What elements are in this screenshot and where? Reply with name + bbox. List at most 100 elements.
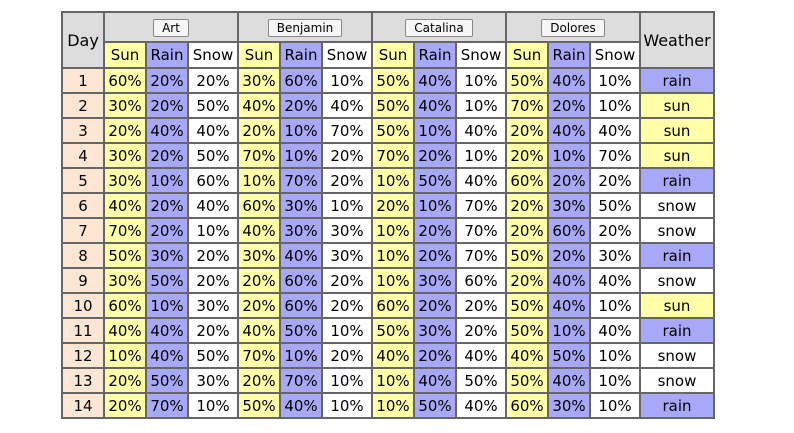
forecast-cell: 40%	[147, 344, 187, 367]
forecast-cell: 30%	[189, 369, 237, 392]
forecaster-button[interactable]: Benjamin	[267, 18, 343, 37]
forecast-cell: 10%	[373, 219, 413, 242]
weather-cell: snow	[641, 344, 713, 367]
weather-cell: rain	[641, 319, 713, 342]
forecast-cell: 70%	[457, 219, 505, 242]
weather-header: Weather	[641, 13, 713, 67]
forecaster-header: Art	[105, 13, 237, 41]
forecast-cell: 50%	[507, 69, 547, 92]
day-row: 9 30% 50% 20% 20% 60% 20% 10% 30% 60% 20% 40% 40% sno…	[63, 269, 713, 292]
forecast-cell: 10%	[591, 394, 639, 417]
forecast-cell: 40%	[323, 94, 371, 117]
forecast-cell: 30%	[281, 219, 321, 242]
forecast-cell: 20%	[281, 94, 321, 117]
forecaster-button[interactable]: Art	[153, 18, 189, 37]
forecast-cell: 10%	[373, 369, 413, 392]
forecast-cell: 10%	[415, 194, 455, 217]
weather-cell: snow	[641, 219, 713, 242]
forecast-cell: 10%	[549, 319, 589, 342]
forecast-cell: 50%	[373, 119, 413, 142]
weather-cell: rain	[641, 69, 713, 92]
subheader: Rain	[147, 43, 187, 67]
forecast-cell: 60%	[189, 169, 237, 192]
forecaster-header: Catalina	[373, 13, 505, 41]
day-cell: 3	[63, 119, 103, 142]
day-row: 6 40% 20% 40% 60% 30% 10% 20% 10% 70% 20% 30% 50% sno…	[63, 194, 713, 217]
forecast-cell: 50%	[147, 269, 187, 292]
weather-cell: snow	[641, 269, 713, 292]
forecast-cell: 50%	[189, 144, 237, 167]
forecast-table: Day Art Benjamin Catalina Dolores Weather Su…	[61, 11, 715, 419]
forecast-cell: 50%	[591, 194, 639, 217]
forecast-cell: 20%	[189, 269, 237, 292]
forecast-cell: 40%	[105, 319, 145, 342]
forecast-cell: 20%	[147, 144, 187, 167]
day-row: 5 30% 10% 60% 10% 70% 20% 10% 50% 40% 60% 20% 20% rai…	[63, 169, 713, 192]
forecast-cell: 10%	[281, 144, 321, 167]
forecaster-button[interactable]: Catalina	[405, 18, 473, 37]
forecast-cell: 20%	[239, 294, 279, 317]
forecast-cell: 20%	[323, 344, 371, 367]
forecast-cell: 20%	[549, 244, 589, 267]
subheader-row: Sun Rain Snow Sun Rain Snow Sun Rain Snow Sun Rain…	[63, 43, 713, 67]
forecast-cell: 50%	[147, 369, 187, 392]
forecast-cell: 20%	[189, 69, 237, 92]
forecaster-button[interactable]: Dolores	[541, 18, 605, 37]
forecast-cell: 50%	[549, 344, 589, 367]
day-cell: 11	[63, 319, 103, 342]
day-row: 11 40% 40% 20% 40% 50% 10% 50% 30% 20% 50% 10% 40% ra…	[63, 319, 713, 342]
forecast-cell: 60%	[373, 294, 413, 317]
forecast-cell: 20%	[105, 369, 145, 392]
forecast-cell: 40%	[549, 294, 589, 317]
forecast-cell: 70%	[281, 369, 321, 392]
forecast-cell: 20%	[239, 369, 279, 392]
forecast-cell: 30%	[239, 244, 279, 267]
forecast-cell: 40%	[457, 169, 505, 192]
forecast-cell: 10%	[281, 119, 321, 142]
forecast-cell: 40%	[415, 69, 455, 92]
forecast-cell: 10%	[323, 394, 371, 417]
forecast-cell: 30%	[323, 244, 371, 267]
forecast-cell: 10%	[591, 69, 639, 92]
day-cell: 2	[63, 94, 103, 117]
forecast-cell: 20%	[147, 94, 187, 117]
forecast-cell: 20%	[591, 169, 639, 192]
forecast-cell: 10%	[323, 369, 371, 392]
forecast-cell: 30%	[105, 94, 145, 117]
forecast-cell: 20%	[507, 194, 547, 217]
forecast-cell: 10%	[591, 94, 639, 117]
forecast-cell: 30%	[549, 394, 589, 417]
forecast-cell: 20%	[415, 344, 455, 367]
subheader: Sun	[373, 43, 413, 67]
forecast-cell: 30%	[549, 194, 589, 217]
subheader: Sun	[507, 43, 547, 67]
forecast-cell: 40%	[457, 344, 505, 367]
forecast-cell: 10%	[189, 394, 237, 417]
forecast-cell: 70%	[591, 144, 639, 167]
forecast-cell: 50%	[373, 94, 413, 117]
forecast-cell: 60%	[281, 294, 321, 317]
day-row: 4 30% 20% 50% 70% 10% 20% 70% 20% 10% 20% 10% 70% sun	[63, 144, 713, 167]
forecast-cell: 30%	[105, 144, 145, 167]
day-row: 8 50% 30% 20% 30% 40% 30% 10% 20% 70% 50% 20% 30% rai…	[63, 244, 713, 267]
forecast-cell: 70%	[373, 144, 413, 167]
forecast-cell: 30%	[147, 244, 187, 267]
forecast-cell: 70%	[105, 219, 145, 242]
forecast-cell: 40%	[549, 269, 589, 292]
forecast-cell: 60%	[281, 269, 321, 292]
forecast-cell: 10%	[373, 394, 413, 417]
subheader: Rain	[281, 43, 321, 67]
forecast-cell: 40%	[147, 119, 187, 142]
table-head: Day Art Benjamin Catalina Dolores Weather Su…	[63, 13, 713, 67]
forecast-cell: 40%	[281, 394, 321, 417]
forecast-cell: 50%	[373, 69, 413, 92]
forecast-cell: 30%	[105, 269, 145, 292]
forecast-cell: 20%	[507, 269, 547, 292]
forecast-cell: 60%	[281, 69, 321, 92]
day-cell: 8	[63, 244, 103, 267]
forecast-cell: 30%	[189, 294, 237, 317]
forecast-cell: 10%	[591, 344, 639, 367]
forecast-cell: 20%	[105, 394, 145, 417]
forecast-cell: 10%	[457, 69, 505, 92]
weather-cell: sun	[641, 94, 713, 117]
